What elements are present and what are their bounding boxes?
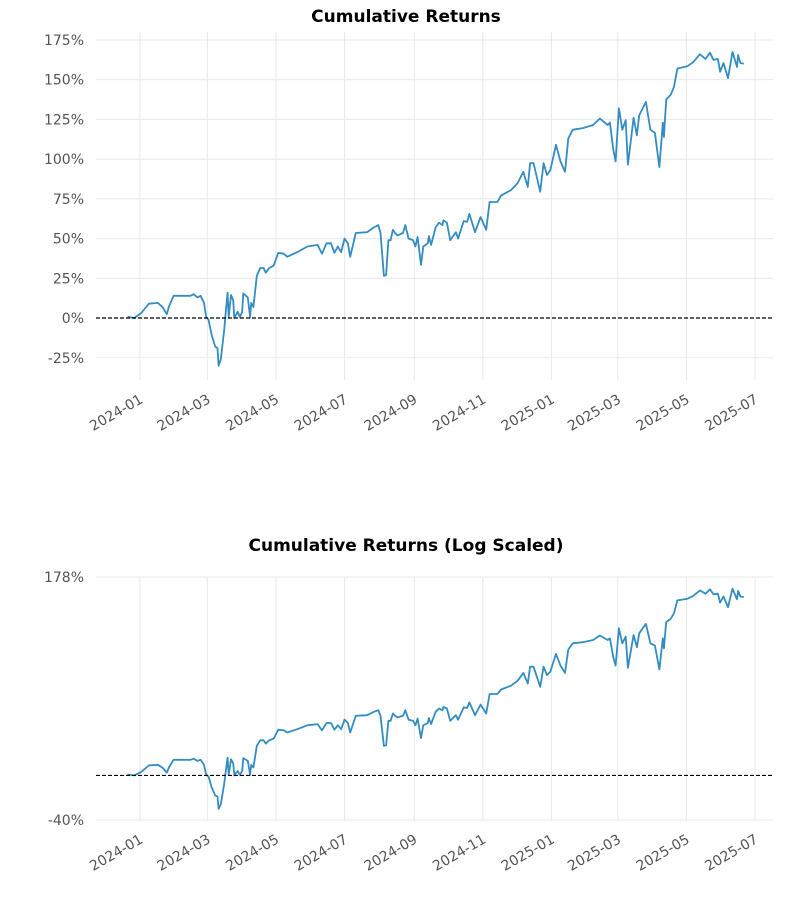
x-tick-label: 2025-01: [499, 832, 558, 875]
x-tick-label: 2024-03: [155, 392, 214, 435]
y-tick-label: 25%: [53, 271, 84, 287]
x-tick-label: 2024-11: [430, 392, 489, 435]
y-tick-label: 150%: [44, 73, 84, 89]
returns-line: [127, 587, 744, 810]
x-tick-label: 2025-07: [702, 392, 761, 435]
x-tick-label: 2024-01: [87, 392, 146, 435]
y-tick-label: 125%: [44, 112, 84, 128]
x-tick-label: 2025-07: [702, 832, 761, 875]
chart-title: Cumulative Returns: [311, 7, 501, 27]
x-tick-label: 2025-05: [634, 832, 693, 875]
cumulative-returns-chart: Cumulative Returns 2024-01 2024-03 2024-05…: [44, 7, 773, 435]
returns-line: [127, 51, 745, 367]
y-tick-label: 75%: [53, 192, 84, 208]
x-tick-label: 2025-03: [565, 832, 624, 875]
x-tick-label: 2024-05: [223, 392, 282, 435]
y-tick-label: 178%: [44, 570, 84, 586]
y-tick-label: 0%: [62, 311, 84, 327]
x-tick-label: 2024-03: [155, 832, 214, 875]
y-tick-label: -40%: [48, 813, 84, 829]
x-tick-label: 2024-11: [430, 832, 489, 875]
y-tick-label: -25%: [48, 351, 84, 367]
y-tick-label: 100%: [44, 152, 84, 168]
x-tick-label: 2025-05: [634, 392, 693, 435]
x-tick-label: 2025-01: [499, 392, 558, 435]
x-tick-label: 2024-09: [362, 392, 421, 435]
x-tick-label: 2024-01: [87, 832, 146, 875]
x-tick-label: 2024-05: [223, 832, 282, 875]
cumulative-returns-log-chart: Cumulative Returns (Log Scaled) 2024-01 2…: [44, 536, 773, 875]
x-tick-label: 2024-07: [292, 832, 351, 875]
x-tick-label: 2025-03: [565, 392, 624, 435]
y-tick-label: 50%: [53, 232, 84, 248]
y-tick-label: 175%: [44, 33, 84, 49]
x-tick-label: 2024-09: [362, 832, 421, 875]
chart-title: Cumulative Returns (Log Scaled): [248, 536, 563, 556]
x-tick-label: 2024-07: [292, 392, 351, 435]
